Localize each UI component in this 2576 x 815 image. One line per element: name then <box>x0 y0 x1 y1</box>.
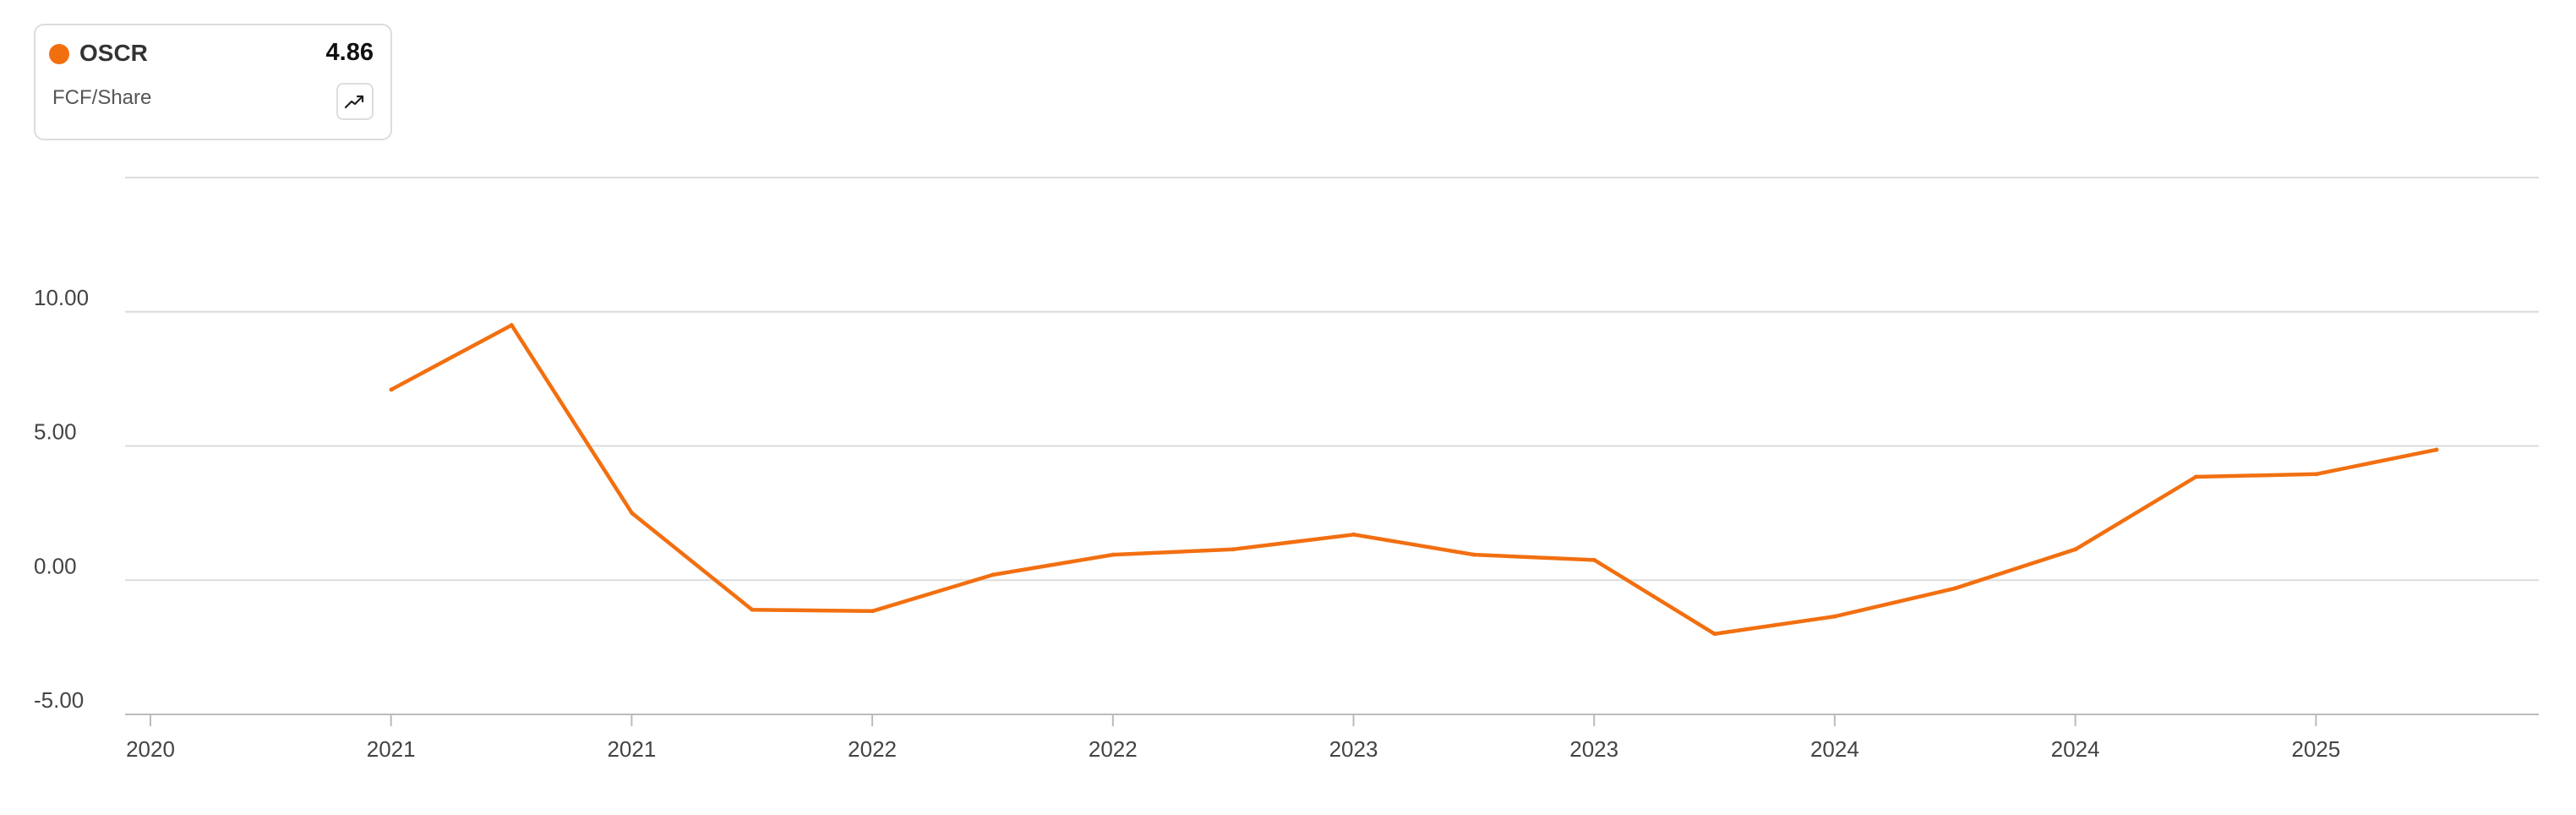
data-point <box>870 609 875 614</box>
data-point <box>2314 472 2319 477</box>
x-tick-label: 2025 <box>2291 736 2340 762</box>
y-tick-label: 5.00 <box>34 419 77 445</box>
data-point <box>1953 586 1958 591</box>
data-point <box>389 387 394 392</box>
data-point <box>1231 547 1236 552</box>
data-point <box>750 607 755 612</box>
x-tick-label: 2024 <box>2051 736 2100 762</box>
trend-chart-button[interactable] <box>336 83 374 120</box>
data-point <box>2434 447 2439 452</box>
gridlines <box>125 177 2539 715</box>
data-point <box>1111 552 1116 557</box>
y-tick-label: 10.00 <box>34 285 89 310</box>
series-color-dot-icon <box>49 44 69 64</box>
trending-up-icon <box>344 95 364 109</box>
y-axis-tick-labels: -5.00 0.00 5.00 10.00 <box>34 285 89 713</box>
data-point <box>1351 532 1356 537</box>
x-tick-label: 2021 <box>607 736 656 762</box>
x-tick-label: 2024 <box>1810 736 1859 762</box>
x-tick-label: 2022 <box>848 736 897 762</box>
legend-metric-label: FCF/Share <box>52 86 152 109</box>
legend-card: OSCR 4.86 FCF/Share <box>34 24 392 140</box>
x-tick-label: 2021 <box>367 736 416 762</box>
x-tick-label: 2023 <box>1569 736 1618 762</box>
data-point <box>991 572 996 577</box>
legend-ticker: OSCR <box>79 40 148 66</box>
x-tick-label: 2022 <box>1089 736 1138 762</box>
series-line-oscr <box>389 323 2439 637</box>
data-point <box>1712 632 1717 637</box>
data-point <box>2193 474 2198 479</box>
data-point <box>2073 547 2078 552</box>
data-point <box>1592 557 1596 562</box>
data-point <box>630 511 635 516</box>
legend-latest-value: 4.86 <box>325 39 374 66</box>
data-point <box>1832 614 1837 619</box>
y-tick-label: -5.00 <box>34 687 84 713</box>
data-point <box>509 323 514 328</box>
data-point <box>1471 552 1476 557</box>
x-axis: 2020 2021 2021 2022 2022 2023 2023 2024 2024 2025 <box>126 714 2340 762</box>
y-tick-label: 0.00 <box>34 553 77 578</box>
x-tick-label: 2023 <box>1329 736 1378 762</box>
series-layer <box>389 323 2439 637</box>
x-tick-label: 2020 <box>126 736 175 762</box>
